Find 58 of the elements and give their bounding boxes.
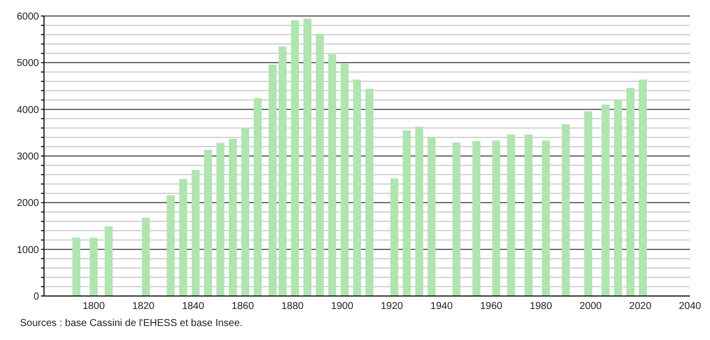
x-tick-label: 1980 xyxy=(530,301,552,312)
y-tick-label: 1000 xyxy=(16,244,40,256)
bar xyxy=(492,140,500,296)
bar xyxy=(72,238,80,296)
bar xyxy=(142,218,150,296)
bar xyxy=(204,150,212,296)
bar xyxy=(507,134,516,296)
x-tick-label: 1840 xyxy=(182,301,205,312)
bar xyxy=(340,64,349,296)
bar xyxy=(626,88,634,296)
y-tick-label: 3000 xyxy=(16,152,40,163)
x-tick-label: 1900 xyxy=(331,301,354,312)
bar xyxy=(278,46,287,296)
bar xyxy=(584,111,592,296)
bar xyxy=(328,54,336,296)
x-tick-label: 2040 xyxy=(678,301,702,312)
bar xyxy=(415,126,424,296)
bar xyxy=(290,20,299,296)
x-tick-label: 1880 xyxy=(281,301,304,312)
y-tick-label: 6000 xyxy=(16,12,40,23)
bar xyxy=(614,100,622,296)
bar xyxy=(268,64,277,296)
bar xyxy=(366,88,374,296)
x-tick-label: 1960 xyxy=(480,301,503,312)
bar xyxy=(638,79,647,296)
x-tick-label: 2000 xyxy=(579,301,602,312)
bar xyxy=(254,98,262,296)
y-tick-label: 0 xyxy=(33,292,40,303)
x-tick-label: 2020 xyxy=(629,301,652,312)
y-tick-label: 5000 xyxy=(16,58,40,70)
bar xyxy=(542,140,550,296)
bar xyxy=(602,104,610,296)
bar xyxy=(562,124,570,296)
bar xyxy=(316,34,324,296)
bar xyxy=(90,238,98,296)
x-tick-label: 1940 xyxy=(430,301,454,312)
bar xyxy=(192,170,200,296)
x-tick-label: 1800 xyxy=(82,301,106,312)
bar xyxy=(428,138,436,296)
bar xyxy=(241,128,250,296)
x-tick-label: 1820 xyxy=(132,301,155,312)
bar xyxy=(228,138,237,296)
bar xyxy=(216,142,224,296)
y-tick-label: 4000 xyxy=(16,104,40,116)
bar xyxy=(104,226,113,296)
bar xyxy=(472,141,480,296)
bar xyxy=(402,130,411,296)
bar xyxy=(390,178,398,296)
x-tick-label: 1920 xyxy=(380,301,404,312)
bar xyxy=(353,79,362,296)
x-tick-label: 1860 xyxy=(232,301,254,312)
source-note: Sources : base Cassini de l'EHESS et base Insee. xyxy=(20,318,244,329)
bar xyxy=(524,134,533,296)
bar xyxy=(166,195,175,296)
y-tick-label: 2000 xyxy=(16,198,40,210)
bar xyxy=(303,18,312,296)
bar xyxy=(179,178,188,296)
bar xyxy=(452,142,460,296)
